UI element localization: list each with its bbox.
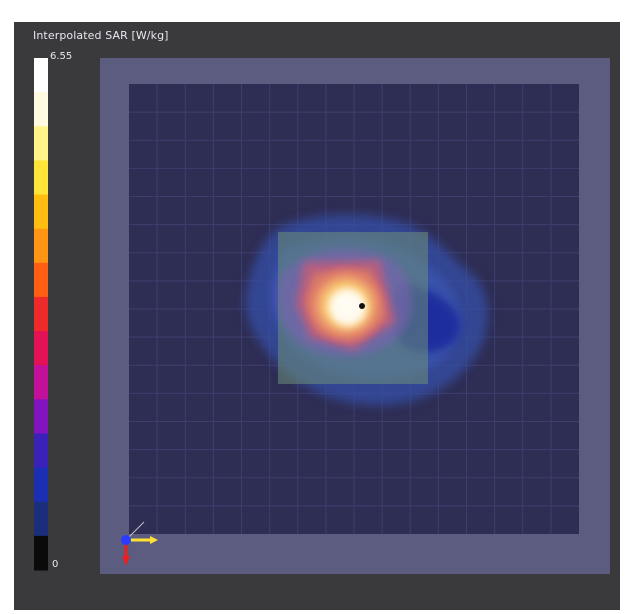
colorbar-segment bbox=[34, 194, 48, 230]
colorbar-segment bbox=[34, 399, 48, 434]
colorbar-segment bbox=[34, 467, 48, 503]
colorbar-segment bbox=[34, 228, 48, 264]
colorbar-max-label: 6.55 bbox=[50, 51, 73, 62]
colorbar-segment bbox=[34, 58, 48, 93]
colorbar-segment bbox=[34, 501, 48, 537]
axes-triad-icon[interactable] bbox=[121, 521, 158, 566]
colorbar-segment bbox=[34, 160, 48, 196]
sar-3d-viewport[interactable]: Interpolated SAR [W/kg] 6.55 0 bbox=[14, 22, 620, 610]
sar-scene bbox=[34, 58, 610, 574]
colorbar-segment bbox=[34, 126, 48, 161]
colorbar-min-label: 0 bbox=[52, 559, 59, 570]
colorbar-title: Interpolated SAR [W/kg] bbox=[33, 29, 169, 42]
sar-distribution bbox=[245, 214, 488, 406]
colorbar-segment bbox=[34, 365, 48, 400]
sar-peak bbox=[330, 290, 366, 326]
colorbar-segment bbox=[34, 92, 48, 127]
colorbar-segment bbox=[34, 433, 48, 469]
colorbar-segment bbox=[34, 535, 48, 571]
colorbar-segment bbox=[34, 262, 48, 298]
sar-colorbar bbox=[34, 58, 48, 571]
colorbar-segment bbox=[34, 296, 48, 332]
probe-point bbox=[359, 303, 365, 309]
colorbar-segment bbox=[34, 331, 48, 366]
